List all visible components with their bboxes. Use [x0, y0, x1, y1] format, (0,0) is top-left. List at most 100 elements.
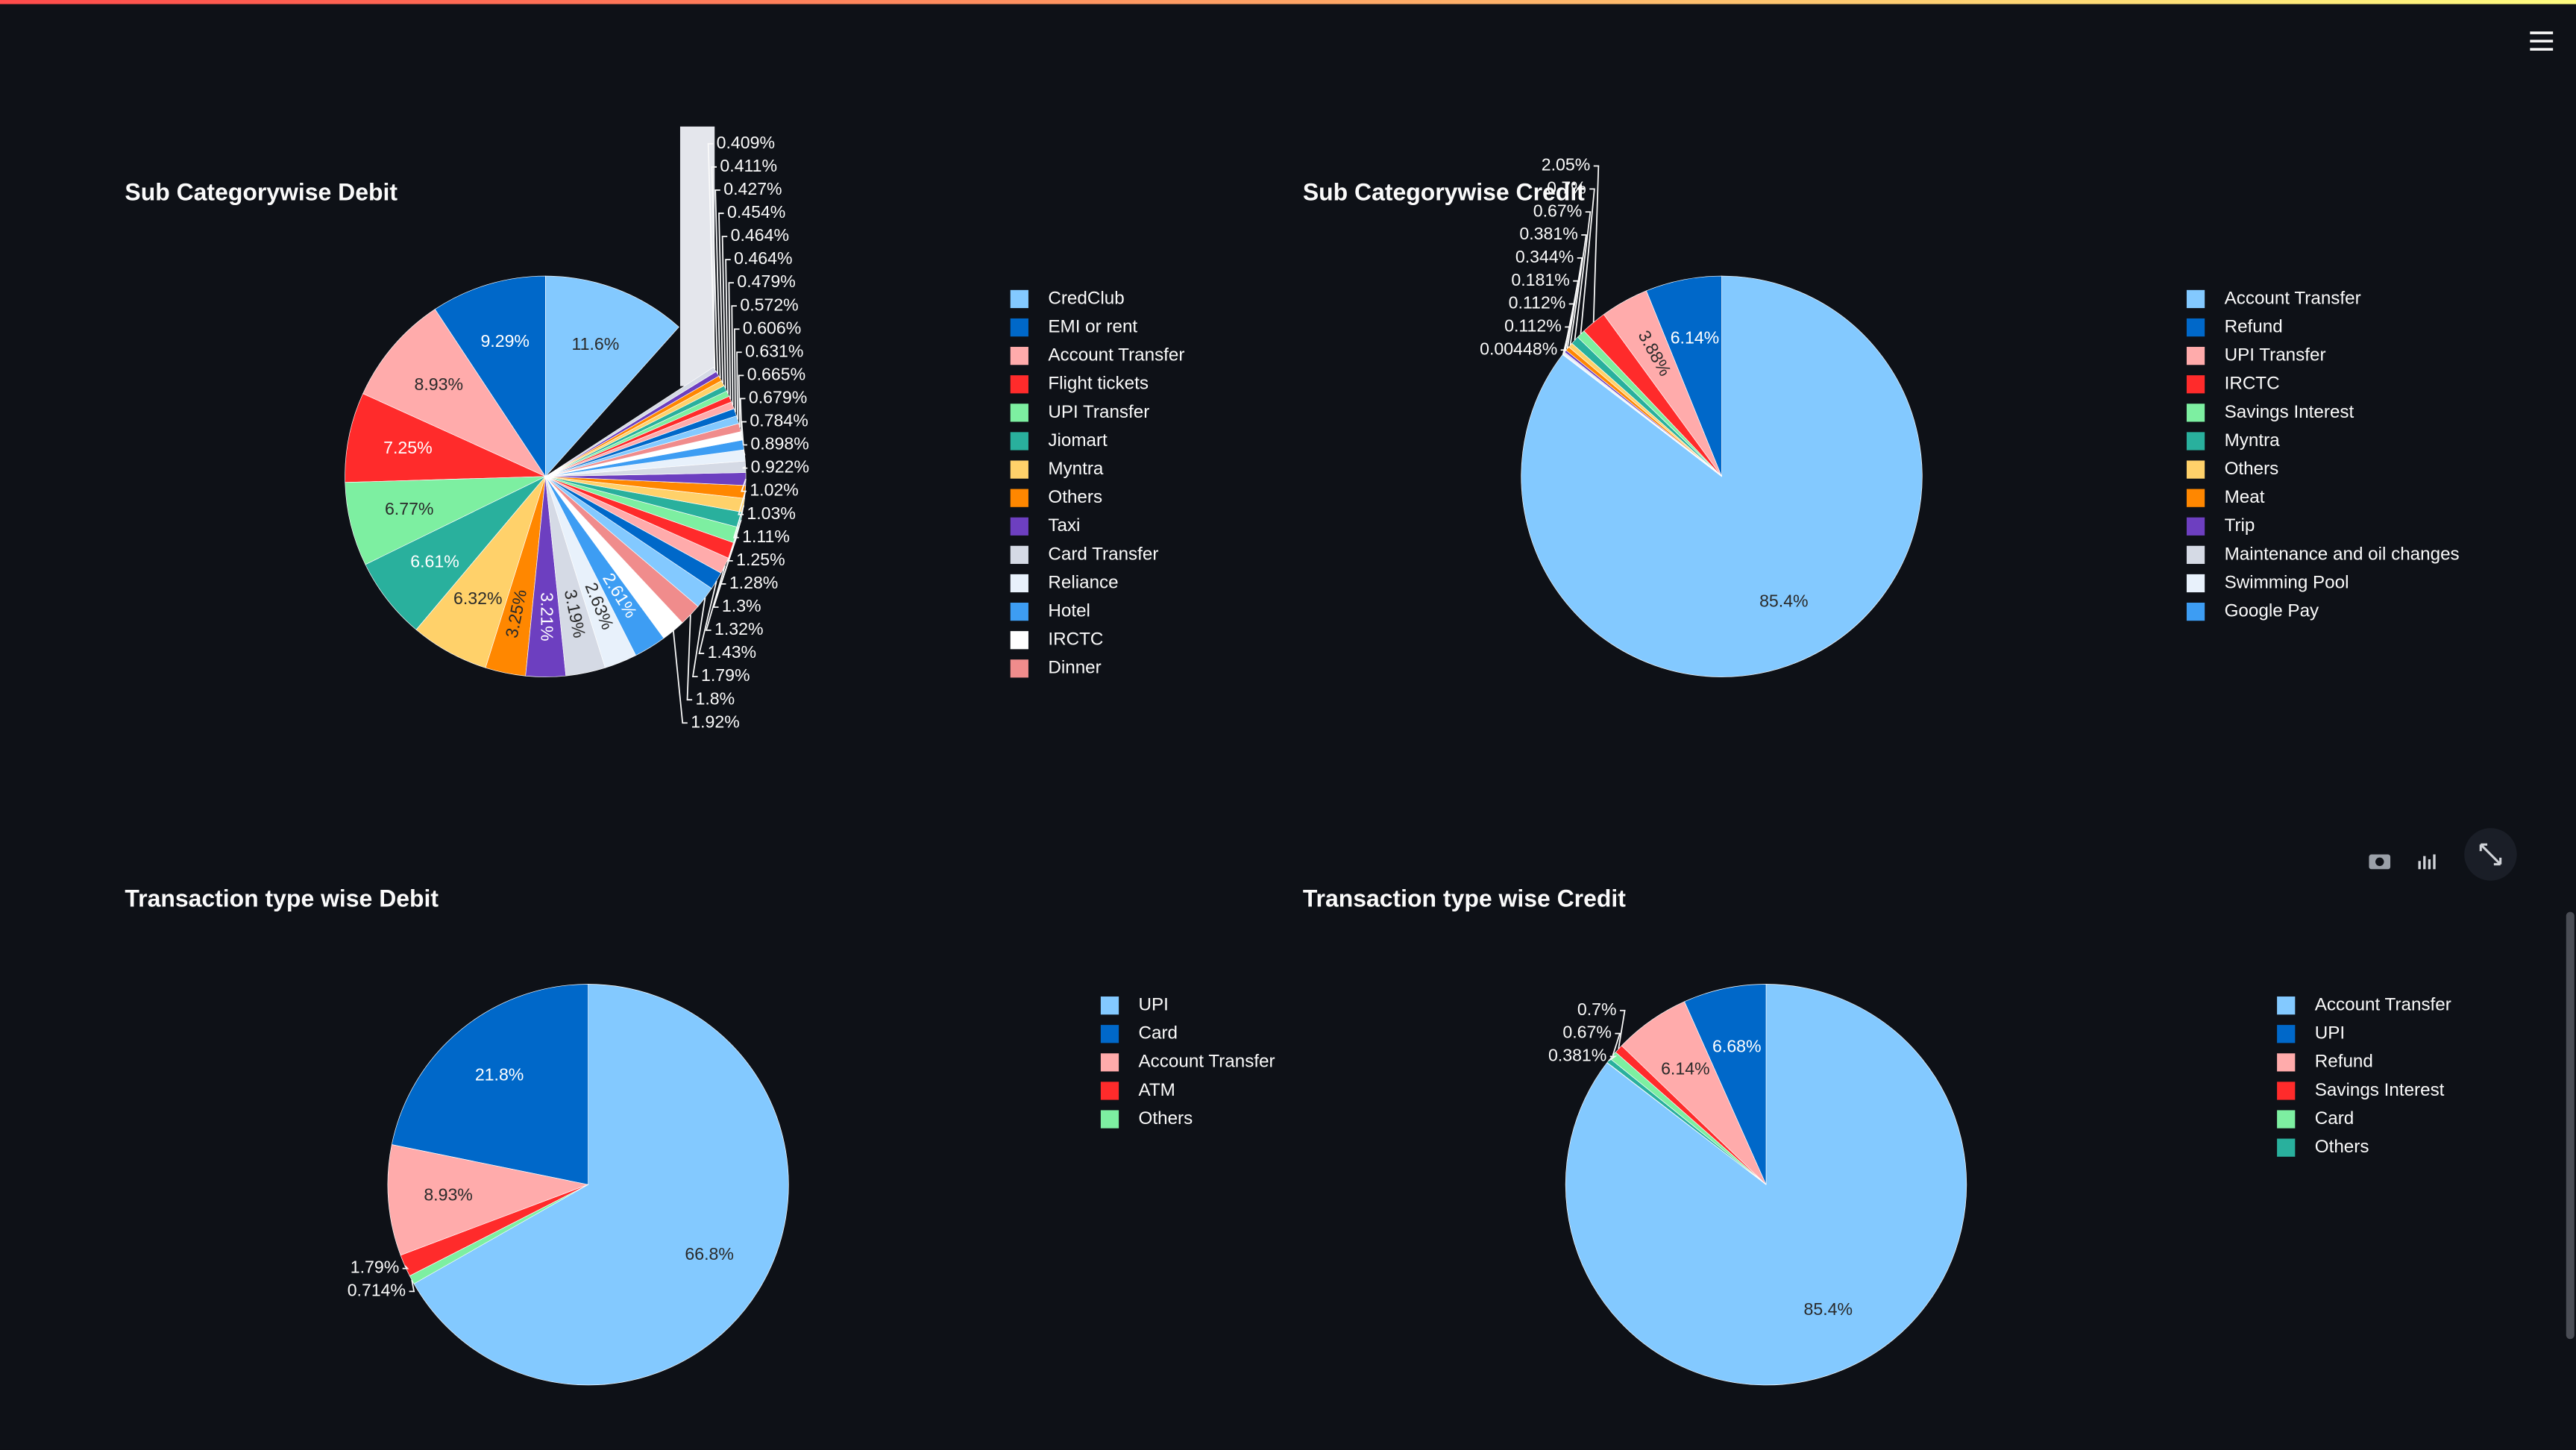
- leader-line: [686, 615, 693, 701]
- legend-swatch: [1010, 603, 1028, 621]
- slice-label: 0.381%: [1548, 1046, 1606, 1065]
- scrollbar[interactable]: [2566, 911, 2575, 1340]
- legend-label: Savings Interest: [2225, 402, 2354, 422]
- slice-label: 1.43%: [708, 642, 757, 662]
- slice-label: 0.679%: [749, 388, 807, 407]
- pie-slice: [365, 476, 546, 630]
- pie-slice: [391, 984, 588, 1185]
- legend-swatch: [2186, 460, 2205, 479]
- leader-line: [721, 236, 728, 389]
- leader-line: [1580, 188, 1595, 334]
- legend-label: UPI: [2315, 1023, 2345, 1043]
- slice-label: 6.14%: [1671, 327, 1720, 347]
- leader-line: [711, 166, 719, 374]
- legend-swatch: [1010, 489, 1028, 507]
- leader-line: [728, 282, 734, 400]
- chart-title: Sub Categorywise Credit: [1303, 178, 1585, 205]
- slice-label: 0.7%: [1547, 178, 1586, 197]
- chart-title: Sub Categorywise Debit: [125, 178, 398, 205]
- leader-line: [714, 189, 721, 379]
- pie-slice: [345, 476, 546, 565]
- pie-slice: [345, 393, 546, 483]
- pie-slice: [1684, 984, 1767, 1185]
- leader-line: [691, 597, 706, 678]
- leader-line: [673, 630, 688, 724]
- legend-label: Flight tickets: [1048, 374, 1149, 394]
- legend-label: Others: [1048, 487, 1102, 507]
- slice-label: 8.93%: [414, 374, 463, 394]
- legend-swatch: [2277, 1082, 2296, 1100]
- slice-label: 66.8%: [685, 1244, 734, 1264]
- slice-label: 85.4%: [1804, 1299, 1853, 1319]
- camera-button[interactable]: [2369, 854, 2391, 870]
- slice-label: 0.409%: [717, 133, 775, 152]
- legend-label: Myntra: [1048, 459, 1104, 479]
- legend-swatch: [1010, 375, 1028, 394]
- legend-swatch: [1010, 517, 1028, 536]
- pie-slice: [387, 1144, 589, 1256]
- chart-toggle-button[interactable]: [2418, 854, 2436, 870]
- main-menu[interactable]: [2530, 31, 2554, 51]
- legend-label: Myntra: [2225, 430, 2281, 451]
- legend-label: Account Transfer: [1048, 345, 1184, 365]
- legend-swatch: [2186, 404, 2205, 422]
- legend-swatch: [1100, 1110, 1119, 1129]
- legend-swatch: [1010, 545, 1028, 565]
- legend-label: Account Transfer: [2315, 995, 2451, 1015]
- legend-swatch: [1100, 1082, 1119, 1100]
- legend-swatch: [1010, 289, 1028, 309]
- slice-label: 1.3%: [722, 596, 761, 615]
- legend-label: Card: [1139, 1023, 1178, 1043]
- legend-label: Maintenance and oil changes: [2225, 544, 2460, 564]
- leader-line: [409, 1279, 415, 1293]
- legend-swatch: [2277, 1138, 2296, 1157]
- leader-line: [1566, 257, 1583, 349]
- slice-label: 11.6%: [571, 334, 619, 354]
- fullscreen-button[interactable]: [2464, 828, 2517, 881]
- leader-line: [725, 259, 731, 394]
- slice-label: 0.464%: [734, 248, 792, 268]
- slice-label: 3.21%: [537, 592, 556, 641]
- leader-line: [734, 328, 740, 412]
- slice-label: 7.25%: [383, 438, 433, 457]
- legend-swatch: [1010, 404, 1028, 422]
- slice-label: 1.28%: [729, 573, 779, 592]
- legend-swatch: [1010, 318, 1028, 337]
- legend-swatch: [1010, 659, 1028, 678]
- slice-label: 0.67%: [1533, 201, 1583, 220]
- legend-label: Account Transfer: [1139, 1052, 1275, 1072]
- slice-label: 6.68%: [1712, 1036, 1762, 1055]
- slice-label: 0.898%: [750, 434, 808, 453]
- legend-label: Card Transfer: [1048, 544, 1158, 564]
- slice-label: 0.606%: [743, 318, 801, 337]
- slice-label: 0.181%: [1511, 270, 1569, 289]
- pie-slice: [434, 275, 546, 477]
- leader-line: [731, 305, 737, 406]
- leader-line: [1618, 1009, 1626, 1049]
- legend-swatch: [1100, 1053, 1119, 1072]
- leader-line: [1569, 234, 1587, 345]
- legend-swatch: [1010, 631, 1028, 650]
- slice-label: 8.93%: [424, 1184, 473, 1204]
- leader-line: [1560, 349, 1567, 355]
- slice-label: 0.411%: [720, 156, 777, 175]
- slice-label: 2.05%: [1542, 155, 1591, 175]
- slice-label: 0.00448%: [1480, 339, 1557, 358]
- legend-label: Refund: [2225, 316, 2283, 336]
- slice-label: 1.02%: [750, 480, 799, 500]
- legend-label: Trip: [2225, 515, 2255, 536]
- legend-swatch: [2186, 318, 2205, 337]
- legend-label: Swimming Pool: [2225, 572, 2349, 592]
- leader-line: [1608, 1055, 1618, 1061]
- legend-swatch: [2277, 1025, 2296, 1043]
- slice-label: 9.29%: [480, 331, 530, 351]
- slice-label: 1.79%: [351, 1258, 400, 1277]
- legend-label: Savings Interest: [2315, 1080, 2445, 1100]
- leader-line: [720, 535, 738, 585]
- legend-label: Others: [1139, 1108, 1193, 1129]
- legend-swatch: [2186, 375, 2205, 394]
- leader-line: [738, 374, 744, 428]
- leader-line: [705, 565, 726, 631]
- legend-swatch: [2186, 347, 2205, 365]
